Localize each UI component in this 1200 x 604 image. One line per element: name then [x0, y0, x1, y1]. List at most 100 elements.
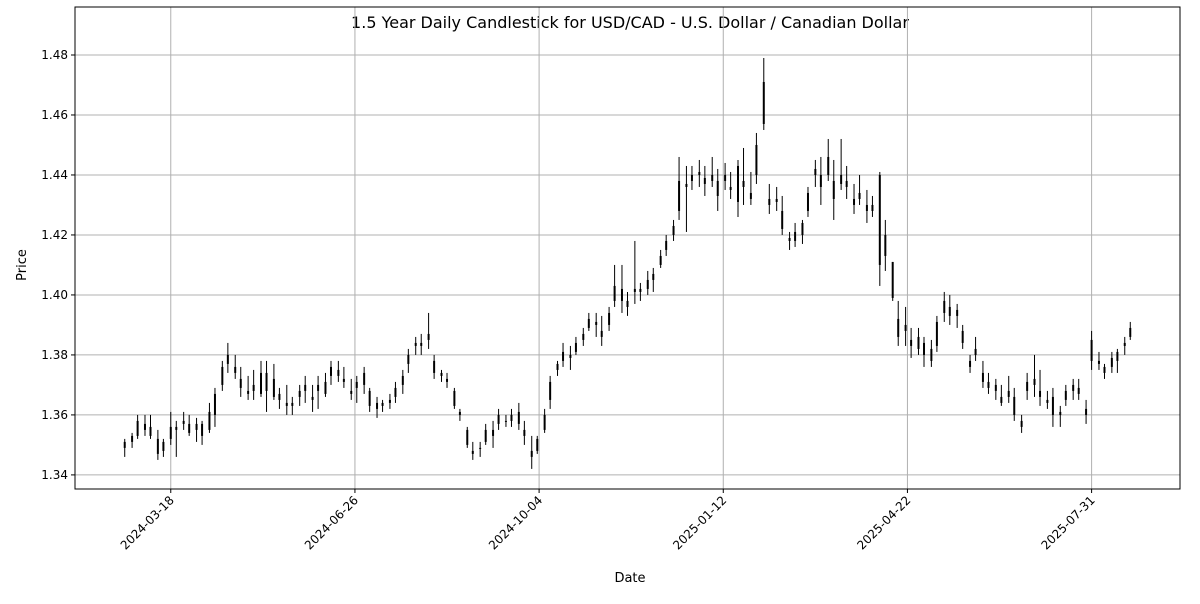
candle-body	[600, 330, 603, 337]
candle	[175, 420, 178, 457]
candle	[930, 339, 933, 367]
candle	[195, 417, 198, 442]
candle	[626, 291, 629, 316]
candle-body	[329, 366, 332, 376]
candle	[414, 336, 417, 355]
candle	[600, 315, 603, 346]
candle	[1077, 378, 1080, 400]
candle-body	[414, 342, 417, 346]
candle-body	[1000, 396, 1003, 403]
candle-body	[272, 378, 275, 397]
candle-body	[626, 300, 629, 307]
candle	[917, 327, 920, 355]
candle-body	[819, 174, 822, 187]
candle	[188, 414, 191, 436]
candle	[1085, 399, 1088, 424]
candle	[762, 57, 765, 130]
candle	[1097, 351, 1100, 370]
candle-body	[981, 372, 984, 382]
candle	[324, 372, 327, 397]
candle	[291, 396, 294, 415]
candle-body	[182, 420, 185, 424]
candle	[252, 369, 255, 400]
candle	[260, 360, 263, 397]
candle-body	[685, 183, 688, 187]
candle-body	[891, 261, 894, 298]
candle	[646, 270, 649, 295]
candle	[543, 408, 546, 433]
candle-body	[665, 240, 668, 250]
candle	[466, 426, 469, 448]
candle-body	[304, 384, 307, 391]
candle	[685, 165, 688, 232]
candle	[698, 159, 701, 187]
candle-body	[1064, 390, 1067, 400]
candle-body	[853, 198, 856, 205]
candle	[961, 324, 964, 349]
candle-body	[446, 378, 449, 382]
candle-body	[123, 441, 126, 448]
candle-body	[569, 354, 572, 358]
candle-body	[969, 360, 972, 367]
candle-body	[131, 435, 134, 442]
candle	[226, 342, 229, 373]
candle	[304, 375, 307, 403]
candle-body	[311, 396, 314, 400]
candle-body	[858, 192, 861, 199]
candle-body	[175, 426, 178, 430]
candle-body	[440, 372, 443, 376]
candle	[221, 360, 224, 391]
candle	[492, 420, 495, 448]
candle	[806, 186, 809, 217]
candle	[420, 333, 423, 355]
candle-body	[961, 330, 964, 343]
candle	[923, 336, 926, 367]
candle-body	[1051, 396, 1054, 415]
candle-body	[1046, 399, 1049, 403]
candle-body	[1090, 339, 1093, 361]
candle	[884, 219, 887, 271]
candle-body	[536, 438, 539, 451]
plot-frame	[74, 6, 1181, 490]
candle-body	[427, 333, 430, 340]
candle-body	[994, 384, 997, 391]
candle-body	[724, 174, 727, 181]
candle-body	[234, 366, 237, 373]
candle-body	[845, 180, 848, 187]
candle	[742, 147, 745, 205]
candle	[969, 354, 972, 373]
candle	[775, 186, 778, 211]
candle-body	[1007, 390, 1010, 397]
candle-body	[755, 144, 758, 175]
candle-body	[904, 324, 907, 331]
candle-body	[832, 180, 835, 199]
candle-body	[827, 156, 830, 175]
candle	[587, 312, 590, 331]
candle	[749, 171, 752, 205]
candle	[1116, 348, 1119, 373]
candle-body	[1077, 387, 1080, 394]
candle-body	[1097, 360, 1100, 364]
candle	[376, 396, 379, 418]
candle-body	[201, 423, 204, 436]
candle-body	[806, 192, 809, 211]
candle-body	[355, 381, 358, 388]
candle	[201, 420, 204, 445]
candle	[891, 261, 894, 301]
candle	[711, 156, 714, 187]
candle-body	[878, 174, 881, 265]
candle-body	[1072, 384, 1075, 391]
candle	[1123, 336, 1126, 355]
candle	[337, 360, 340, 382]
candle-body	[156, 438, 159, 454]
candle	[556, 360, 559, 376]
candle-body	[659, 255, 662, 265]
candle	[1000, 384, 1003, 406]
candle	[768, 183, 771, 214]
candle	[350, 378, 353, 400]
candle-body	[376, 402, 379, 409]
candle-body	[884, 234, 887, 256]
candle	[433, 354, 436, 379]
candle	[1013, 387, 1016, 421]
candle-body	[1033, 378, 1036, 385]
